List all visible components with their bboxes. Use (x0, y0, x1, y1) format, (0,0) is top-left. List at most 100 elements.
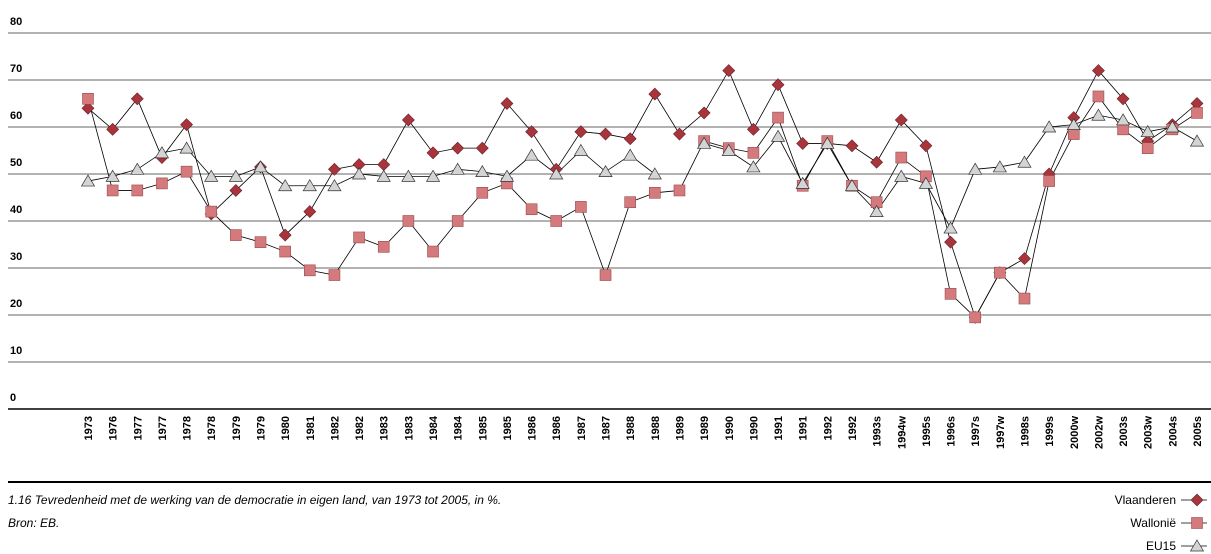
x-tick-label: 1984 (428, 415, 440, 440)
marker (351, 167, 367, 180)
marker (1189, 134, 1205, 147)
marker (204, 169, 219, 182)
marker (870, 155, 884, 169)
marker (1191, 107, 1203, 119)
marker (697, 106, 711, 120)
x-tick-label: 2005s (1192, 416, 1204, 447)
x-tick-label: 1982 (354, 416, 366, 440)
marker (1043, 175, 1055, 187)
marker (303, 205, 317, 219)
x-tick-label: 1983 (379, 416, 391, 440)
marker (623, 132, 637, 146)
x-tick-label: 1992 (847, 416, 859, 440)
marker (869, 204, 884, 217)
marker (1115, 113, 1131, 126)
marker (994, 266, 1006, 279)
marker (475, 164, 490, 177)
marker (427, 245, 439, 258)
marker (81, 101, 95, 115)
marker (918, 176, 934, 189)
marker (401, 113, 415, 127)
marker (130, 162, 145, 175)
series-line (87, 95, 1198, 318)
marker (944, 235, 957, 249)
marker (80, 174, 96, 187)
marker (623, 148, 638, 161)
marker (673, 127, 686, 141)
x-tick-label: 1999s (1044, 416, 1056, 447)
x-tick-label: 1991 (798, 416, 810, 440)
x-tick-label: 1985 (502, 416, 514, 440)
marker (327, 179, 342, 192)
y-tick-label: 20 (10, 298, 22, 310)
marker (376, 169, 391, 182)
marker (228, 169, 243, 182)
marker (1017, 155, 1032, 168)
x-tick-label: 1984 (453, 415, 465, 440)
marker (451, 215, 464, 227)
marker (648, 87, 662, 101)
marker (1091, 108, 1106, 121)
marker (377, 158, 391, 172)
marker (156, 177, 168, 190)
marker (746, 122, 760, 136)
series-line (87, 69, 1198, 319)
legend-marker (1191, 517, 1203, 529)
marker (573, 143, 589, 156)
marker (598, 164, 613, 177)
marker (229, 184, 243, 197)
x-tick-label: 1995s (921, 416, 933, 447)
y-tick-label: 40 (10, 204, 22, 216)
x-tick-label: 1980 (280, 416, 292, 440)
x-tick-label: 2003w (1143, 416, 1155, 449)
marker (377, 241, 390, 253)
source: Bron: EB. (8, 516, 59, 530)
x-tick-label: 1982 (329, 416, 341, 440)
y-tick-label: 0 (10, 392, 16, 404)
marker (820, 136, 835, 149)
y-tick-label: 60 (10, 110, 22, 122)
marker (525, 203, 538, 216)
x-tick-label: 2003s (1118, 416, 1130, 447)
marker (106, 184, 119, 197)
marker (747, 147, 760, 159)
x-tick-label: 1988 (650, 416, 662, 440)
x-tick-label: 1986 (527, 416, 539, 440)
marker (1067, 128, 1080, 140)
marker (525, 125, 539, 139)
marker (230, 229, 242, 241)
x-tick-label: 1983 (403, 416, 415, 440)
marker (919, 139, 933, 153)
marker (575, 201, 587, 213)
x-tick-label: 1981 (305, 416, 317, 440)
legend-marker (1190, 493, 1204, 507)
marker (253, 160, 268, 173)
marker (105, 169, 120, 182)
x-tick-label: 1979 (231, 416, 243, 440)
x-tick-label: 1989 (674, 416, 686, 440)
legend-label: Vlaanderen (1115, 493, 1176, 507)
caption: 1.16 Tevredenheid met de werking van de … (8, 493, 501, 507)
marker (894, 113, 908, 127)
x-tick-label: 1994w (896, 416, 908, 449)
marker (772, 111, 784, 124)
marker (154, 146, 170, 159)
marker (1018, 252, 1031, 266)
marker (795, 176, 810, 189)
x-tick-label: 1996s (946, 416, 958, 447)
marker (721, 143, 736, 156)
y-tick-label: 70 (10, 63, 22, 75)
marker (1116, 92, 1130, 106)
x-tick-label: 1993s (872, 416, 884, 447)
marker (845, 139, 859, 153)
marker (254, 236, 267, 248)
x-tick-label: 1973 (83, 416, 95, 440)
marker (943, 221, 958, 234)
marker (302, 179, 317, 192)
marker (303, 264, 316, 277)
y-tick-label: 80 (10, 16, 22, 28)
marker (599, 127, 612, 141)
marker (180, 118, 194, 132)
marker (746, 160, 761, 173)
legend-label: Wallonië (1130, 516, 1176, 530)
